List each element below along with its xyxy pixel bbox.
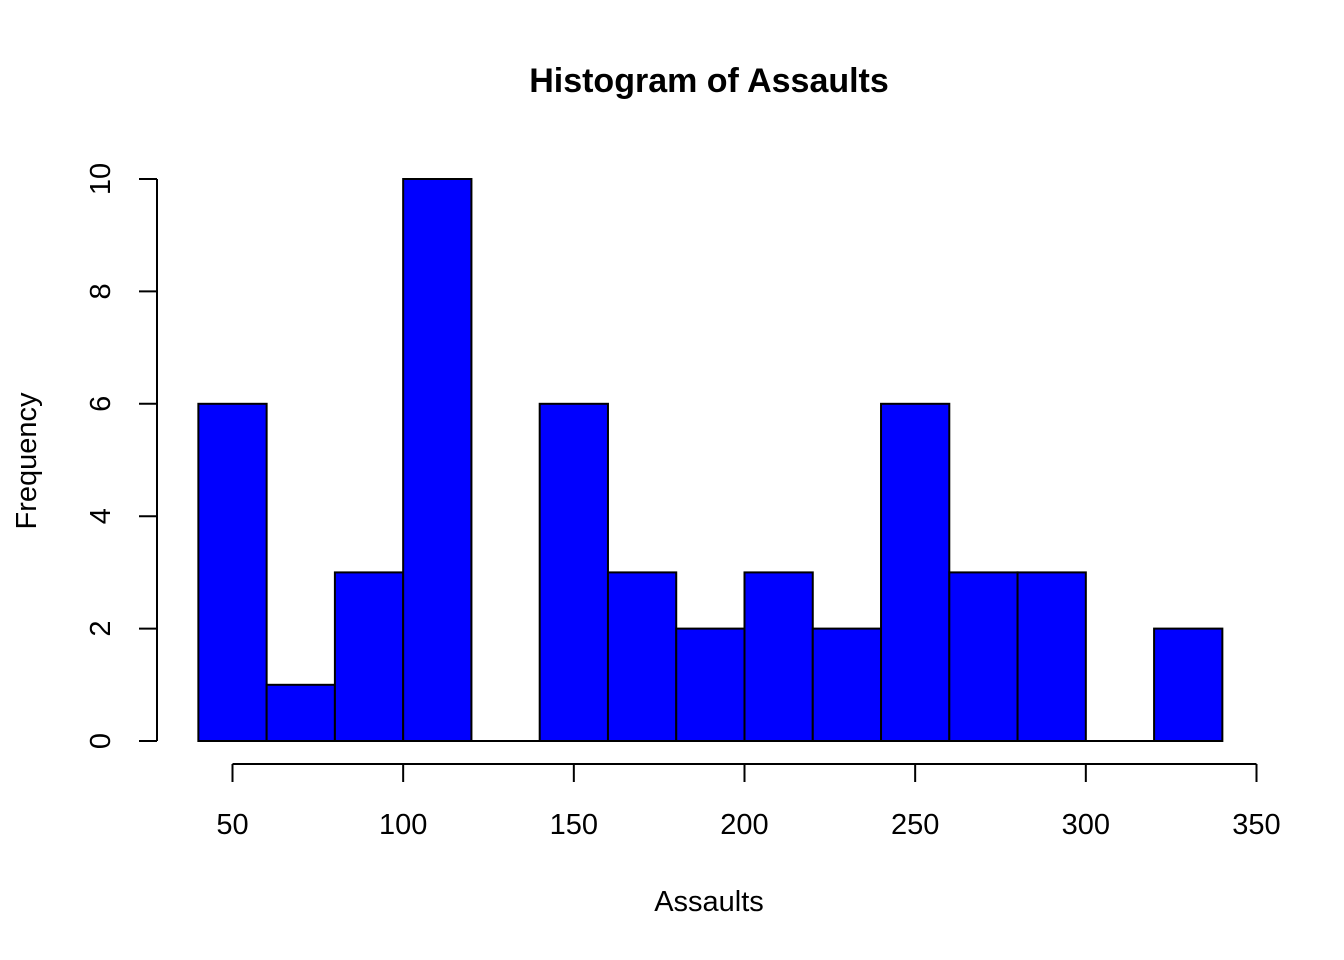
histogram-bar [743, 571, 814, 743]
histogram-bar [1153, 627, 1224, 742]
histogram-bar [880, 402, 951, 742]
x-tick-label: 200 [720, 809, 768, 841]
y-tick-label: 0 [85, 733, 117, 749]
histogram-bar [811, 627, 883, 742]
histogram-bar [606, 571, 678, 743]
y-tick-label: 2 [85, 621, 117, 637]
x-tick-label: 50 [216, 809, 248, 841]
y-tick-label: 8 [85, 283, 117, 299]
histogram-bar [265, 683, 336, 742]
x-tick-label: 350 [1232, 809, 1280, 841]
histogram-bar [948, 571, 1019, 743]
histogram-bar [675, 627, 746, 742]
bars-group [197, 178, 1224, 743]
x-tick-label: 100 [379, 809, 427, 841]
x-axis: 50 100 150 200 250 300 350 [216, 763, 1281, 841]
histogram-bar [402, 178, 473, 742]
x-axis-label: Assaults [654, 886, 764, 918]
y-tick-label: 6 [85, 396, 117, 412]
y-tick-label: 4 [85, 508, 117, 524]
chart-title: Histogram of Assaults [529, 62, 889, 100]
x-tick-label: 250 [891, 809, 939, 841]
histogram-bar [333, 571, 405, 743]
x-tick-label: 150 [550, 809, 598, 841]
histogram-bar [538, 402, 609, 742]
y-tick-label: 10 [85, 163, 117, 195]
y-axis: 0 2 4 6 8 10 [85, 163, 158, 749]
histogram-bar [1016, 571, 1087, 743]
y-axis-label: Frequency [11, 392, 43, 530]
x-tick-label: 300 [1062, 809, 1110, 841]
histogram-bar [197, 402, 268, 742]
